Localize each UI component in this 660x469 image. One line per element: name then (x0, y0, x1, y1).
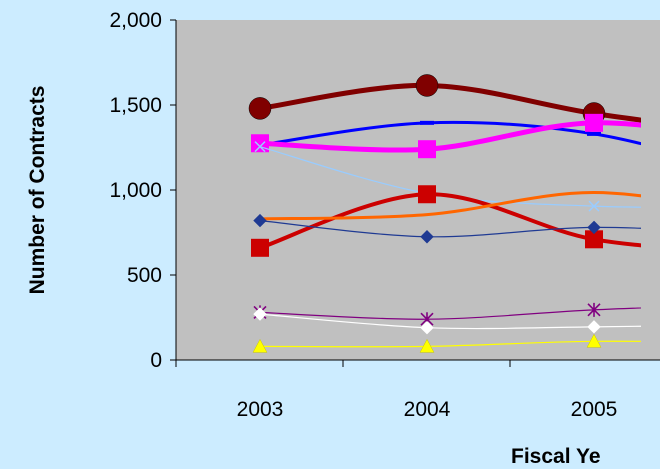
data-point-marker (420, 230, 434, 244)
y-tick-label: 500 (127, 264, 162, 287)
data-point-marker (252, 338, 268, 353)
x-tick-label: 2004 (404, 398, 451, 421)
data-point-marker (587, 220, 601, 235)
data-point-marker (248, 97, 272, 120)
y-tick-label: 1,000 (109, 179, 162, 202)
data-point-marker (588, 200, 600, 212)
series-9 (253, 307, 641, 335)
data-point-marker (587, 302, 601, 317)
series-line (259, 82, 641, 123)
data-point-marker (253, 307, 267, 321)
x-axis-title: Fiscal Ye (511, 445, 601, 468)
data-point-marker (587, 320, 601, 334)
x-axis-ticks: 2003200420052006 (175, 360, 618, 421)
series-line (259, 120, 641, 147)
x-tick-label: 2005 (571, 398, 618, 421)
data-point-marker (419, 338, 435, 353)
y-axis-ticks: 2,000 1,500 1,000 500 0 (109, 9, 176, 372)
series-layer (248, 74, 641, 353)
y-tick-label: 0 (150, 349, 162, 372)
data-point-marker (585, 113, 603, 132)
x-tick-label: 2003 (237, 398, 284, 421)
series-line (259, 191, 641, 221)
y-tick-label: 1,500 (109, 94, 162, 117)
data-point-marker (420, 320, 434, 335)
series-line (259, 307, 641, 320)
data-point-marker (418, 185, 436, 204)
data-point-marker (251, 238, 269, 257)
series-line (259, 220, 641, 238)
data-point-marker (415, 74, 439, 97)
series-3 (251, 113, 641, 159)
y-tick-label: 2,000 (109, 9, 162, 32)
data-point-marker (418, 140, 436, 159)
series-10 (252, 333, 641, 353)
data-point-marker (251, 134, 269, 153)
data-point-marker (253, 213, 267, 228)
series-line (259, 340, 641, 348)
y-axis-title: Number of Contracts (26, 86, 49, 295)
data-point-marker (254, 141, 266, 153)
data-point-marker (586, 333, 602, 348)
series-line (259, 313, 641, 330)
series-line (259, 120, 641, 153)
series-7 (253, 213, 641, 244)
series-6 (259, 191, 641, 221)
data-point-marker (585, 230, 603, 249)
